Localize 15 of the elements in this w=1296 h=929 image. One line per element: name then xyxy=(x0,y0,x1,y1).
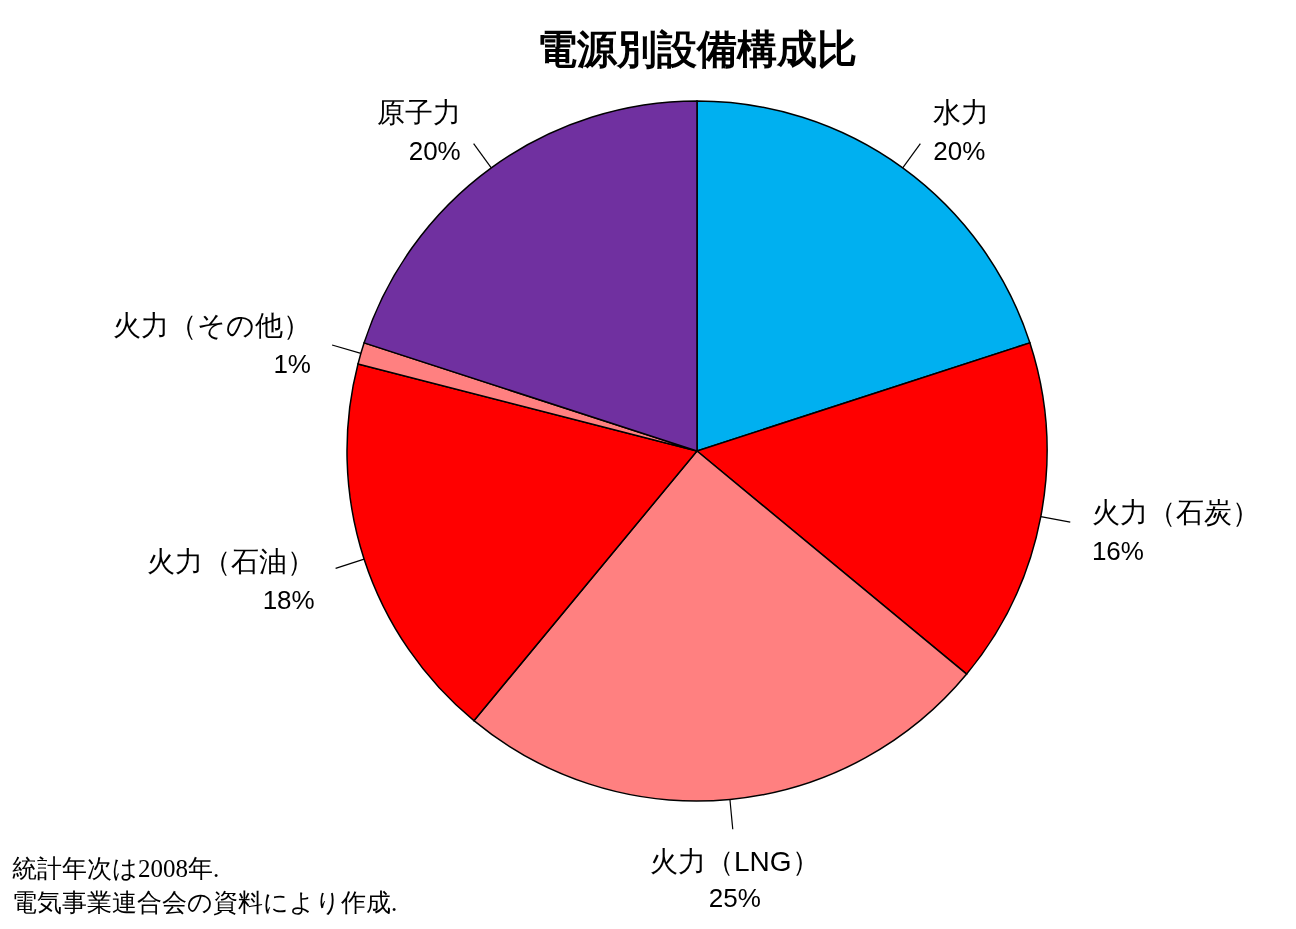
data-label: 25% xyxy=(708,883,761,914)
slice-label: 火力（石炭） xyxy=(1091,497,1260,529)
slice-label: 火力（LNG） xyxy=(650,846,820,878)
slice-label: 火力（石油） xyxy=(146,546,315,578)
chart-title: 電源別設備構成比 xyxy=(537,27,857,71)
data-label: 1% xyxy=(273,348,311,379)
slice-label: 水力 xyxy=(933,96,990,128)
slice-label: 原子力 xyxy=(376,96,461,128)
text: 統計年次は2008年. xyxy=(12,855,220,882)
slice-label: 火力（その他） xyxy=(112,309,311,341)
data-label: 20% xyxy=(408,135,461,166)
text: 電気事業連合会の資料により作成. xyxy=(12,889,398,916)
data-label: 16% xyxy=(1091,536,1144,567)
data-label: 18% xyxy=(262,585,315,616)
data-label: 20% xyxy=(933,135,986,166)
